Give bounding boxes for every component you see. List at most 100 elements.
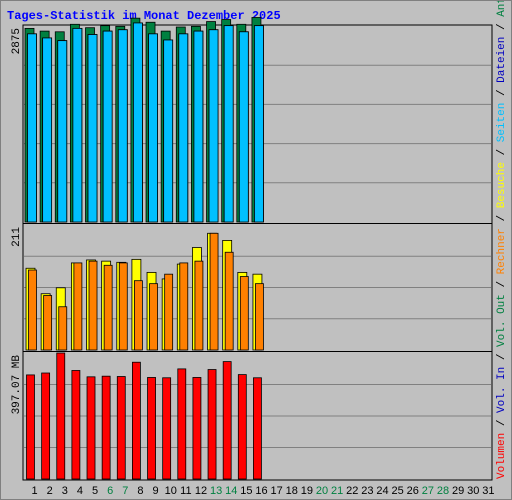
- bar-rechner: [149, 283, 158, 351]
- legend-entry: /: [496, 347, 508, 367]
- bar-rechner: [103, 264, 113, 351]
- legend-entry: /: [496, 274, 508, 294]
- bar-seiten: [87, 34, 98, 223]
- x-tick-label: 11: [180, 485, 191, 497]
- x-tick-label: 10: [165, 485, 177, 497]
- bar-seiten: [133, 22, 143, 223]
- x-tick-label: 12: [195, 485, 207, 497]
- bar-seiten: [193, 30, 204, 223]
- bar-rechner: [134, 280, 143, 351]
- bar-seiten: [148, 33, 158, 223]
- x-tick-label: 9: [153, 485, 159, 497]
- bar-seiten: [57, 40, 68, 223]
- bar-seiten: [178, 33, 189, 223]
- legend-entry: Vol. In: [496, 367, 508, 413]
- x-tick-label: 30: [467, 485, 479, 497]
- y-max-label-hits: 2875: [11, 28, 23, 54]
- bar-rechner: [28, 269, 37, 351]
- x-tick-label: 26: [407, 485, 419, 497]
- bar-seiten: [117, 29, 128, 223]
- x-tick-label: 17: [271, 485, 283, 497]
- y-max-label-visits: 211: [11, 227, 23, 247]
- bar-seiten: [223, 25, 234, 223]
- bar-volumen: [56, 352, 66, 480]
- legend-entry: /: [496, 142, 508, 162]
- x-tick-label: 18: [286, 485, 298, 497]
- bar-rechner: [194, 260, 204, 351]
- bar-rechner: [118, 262, 128, 351]
- x-tick-label: 6: [107, 485, 113, 497]
- bar-rechner: [224, 251, 234, 351]
- bar-volumen: [177, 368, 187, 480]
- bar-seiten: [102, 30, 113, 223]
- x-tick-label: 14: [225, 485, 237, 497]
- bar-volumen: [41, 372, 51, 480]
- x-tick-label: 5: [92, 485, 98, 497]
- x-tick-label: 27: [422, 485, 434, 497]
- legend-entry: /: [496, 413, 508, 433]
- bar-volumen: [162, 377, 172, 480]
- x-tick-label: 16: [255, 485, 267, 497]
- x-tick-label: 28: [437, 485, 449, 497]
- bar-seiten: [27, 33, 37, 223]
- bar-rechner: [255, 283, 264, 351]
- legend-vertical: Volumen / Vol. In / Vol. Out / Rechner /…: [496, 1, 508, 479]
- bar-rechner: [73, 262, 83, 351]
- x-tick-label: 20: [316, 485, 328, 497]
- bar-volumen: [116, 376, 126, 480]
- bar-seiten: [254, 25, 264, 223]
- bar-rechner: [239, 276, 249, 351]
- x-tick-label: 24: [376, 485, 388, 497]
- bar-seiten: [72, 27, 83, 223]
- chart-title: Tages-Statistik im Monat Dezember 2025: [7, 9, 281, 23]
- x-tick-label: 4: [77, 485, 83, 497]
- legend-entry: Rechner: [496, 228, 508, 274]
- bar-rechner: [179, 262, 189, 351]
- bar-rechner: [209, 232, 219, 351]
- bar-volumen: [147, 377, 156, 480]
- bar-seiten: [163, 39, 174, 223]
- x-tick-label: 23: [361, 485, 373, 497]
- x-tick-label: 7: [122, 485, 128, 497]
- x-tick-label: 15: [240, 485, 252, 497]
- x-tick-label: 8: [137, 485, 143, 497]
- legend-entry: Volumen: [496, 433, 508, 479]
- x-tick-label: 2: [47, 485, 53, 497]
- bar-rechner: [88, 260, 98, 351]
- bar-volumen: [253, 377, 262, 480]
- bar-volumen: [71, 370, 81, 480]
- bar-volumen: [101, 375, 111, 480]
- x-tick-label: 3: [62, 485, 68, 497]
- bar-volumen: [207, 369, 217, 480]
- legend-entry: /: [496, 208, 508, 228]
- bar-volumen: [86, 376, 96, 480]
- bar-volumen: [237, 374, 247, 480]
- bar-rechner: [58, 306, 68, 351]
- x-tick-label: 1: [32, 485, 38, 497]
- x-tick-label: 29: [452, 485, 464, 497]
- bar-rechner: [43, 295, 53, 351]
- bar-volumen: [132, 361, 141, 480]
- bar-seiten: [42, 37, 53, 223]
- legend-entry: Besuche: [496, 162, 508, 208]
- legend-entry: /: [496, 83, 508, 103]
- bar-volumen: [222, 361, 232, 480]
- legend-entry: Dateien: [496, 37, 508, 83]
- bar-seiten: [208, 29, 219, 223]
- bar-seiten: [238, 31, 249, 223]
- bar-volumen: [26, 374, 35, 480]
- y-max-label-volume: 397.07 MB: [11, 355, 23, 415]
- bar-rechner: [164, 273, 174, 351]
- legend-entry: /: [496, 17, 508, 37]
- legend-entry: Vol. Out: [496, 294, 508, 347]
- x-tick-label: 19: [301, 485, 313, 497]
- x-tick-label: 13: [210, 485, 222, 497]
- bar-volumen: [192, 377, 202, 480]
- x-tick-label: 25: [392, 485, 404, 497]
- x-tick-label: 31: [482, 485, 494, 497]
- legend-entry: Anfragen: [496, 1, 508, 17]
- x-tick-label: 22: [346, 485, 358, 497]
- x-tick-label: 21: [331, 485, 343, 497]
